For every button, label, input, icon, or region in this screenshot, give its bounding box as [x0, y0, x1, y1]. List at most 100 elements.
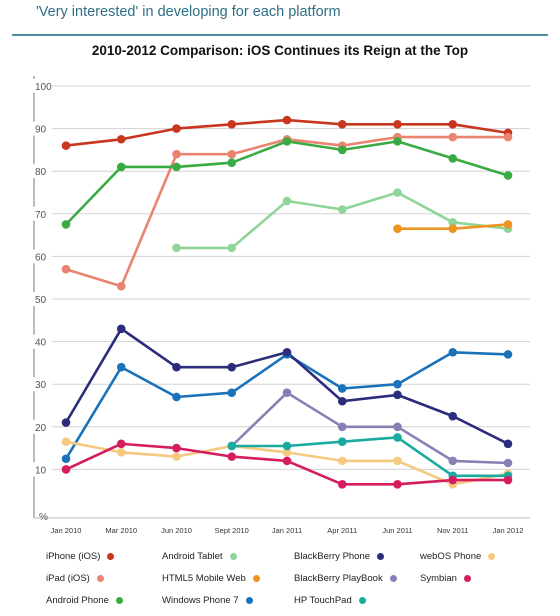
data-point: [448, 154, 458, 163]
x-tick-label: Jan 2012: [493, 526, 524, 535]
data-point: [448, 475, 458, 485]
legend-label: BlackBerry PlayBook: [294, 573, 383, 584]
data-point: [116, 324, 126, 334]
data-point: [393, 390, 402, 400]
data-point: [116, 362, 126, 372]
data-point: [116, 281, 126, 291]
series-lines: [64, 118, 510, 486]
data-point: [282, 456, 292, 466]
data-point: [282, 347, 292, 357]
data-point: [337, 396, 347, 406]
legend-label: HTML5 Mobile Web: [162, 573, 246, 584]
data-point: [337, 120, 347, 129]
legend-swatch: [96, 575, 104, 582]
y-tick-label: 50: [35, 295, 47, 306]
legend-swatch: [389, 575, 397, 582]
data-point: [337, 145, 347, 155]
data-point: [61, 454, 71, 464]
data-point: [503, 132, 513, 142]
legend-item: HTML5 Mobile Web: [162, 573, 260, 584]
data-point: [337, 205, 347, 214]
y-tick-label: 70: [35, 210, 47, 221]
data-point: [448, 456, 458, 466]
legend-label: Windows Phone 7: [162, 595, 239, 606]
data-point: [116, 439, 126, 449]
legend-item: Symbian: [420, 573, 471, 584]
data-point: [393, 188, 402, 197]
data-point: [172, 452, 181, 461]
legend-label: Symbian: [420, 573, 457, 584]
chart-title: 2010-2012 Comparison: iOS Continues its …: [91, 43, 469, 58]
legend-swatch: [488, 553, 496, 560]
data-point: [227, 388, 237, 398]
data-point: [393, 120, 402, 129]
data-point: [503, 439, 513, 449]
legend-label: HP TouchPad: [294, 595, 352, 606]
legend-swatch: [245, 597, 253, 604]
data-point: [393, 224, 402, 234]
data-point: [393, 480, 402, 489]
series-line: [230, 436, 510, 478]
data-point: [61, 264, 71, 274]
data-point: [282, 441, 292, 451]
data-point: [282, 115, 292, 125]
data-point: [172, 149, 181, 159]
data-point: [448, 347, 458, 357]
series-points: [61, 115, 513, 489]
legend-label: webOS Phone: [420, 551, 482, 562]
x-tick-label: Mar 2010: [105, 526, 137, 535]
data-point: [337, 480, 347, 489]
chart-grid: [33, 76, 530, 519]
data-point: [393, 379, 402, 389]
data-point: [116, 448, 126, 457]
y-tick-label: 100: [35, 82, 52, 93]
data-point: [448, 411, 458, 421]
legend-label: BlackBerry Phone: [294, 551, 371, 562]
y-tick-bg: [33, 292, 52, 306]
data-point: [172, 362, 181, 372]
data-point: [282, 448, 292, 457]
x-tick-label: Jun 2011: [382, 526, 412, 535]
data-point: [116, 134, 126, 144]
data-point: [448, 132, 458, 142]
data-point: [503, 171, 513, 180]
legend-item: Android Phone: [46, 595, 123, 606]
legend-swatch: [115, 597, 123, 604]
legend-swatch: [229, 553, 237, 560]
x-tick-label: Nov 2011: [437, 526, 469, 535]
data-point: [227, 149, 237, 159]
y-tick-label: 10: [35, 465, 47, 476]
y-tick-bg: [33, 121, 52, 136]
y-tick-label: 60: [35, 252, 47, 263]
y-tick-bg: [33, 206, 52, 221]
data-point: [282, 388, 292, 398]
data-point: [172, 124, 181, 133]
data-point: [116, 162, 126, 172]
data-point: [172, 443, 181, 453]
data-point: [393, 456, 402, 466]
y-tick-label: 20: [35, 423, 47, 434]
y-tick-label: 80: [35, 167, 47, 178]
data-point: [227, 243, 237, 253]
legend-item: BlackBerry Phone: [294, 551, 385, 562]
legend-item: Windows Phone 7: [162, 595, 253, 606]
data-point: [61, 418, 71, 427]
y-tick-label: 40: [35, 338, 47, 349]
series-line: [175, 191, 510, 250]
x-tick-label: Apr 2011: [327, 526, 357, 535]
legend-label: iPad (iOS): [46, 573, 90, 584]
legend-swatch: [377, 553, 385, 560]
data-point: [337, 437, 347, 447]
x-tick-label: Jun 2010: [161, 526, 192, 535]
y-tick-bg: [33, 377, 52, 392]
line-chart: 10 20 30 40 50 60 70 80 90 100 % Jan 2010 Mar 2010…: [33, 76, 530, 535]
legend-item: HP TouchPad: [294, 595, 366, 606]
legend-label: Android Phone: [46, 595, 109, 606]
series-line: [64, 140, 510, 226]
x-tick-label: Jan 2011: [272, 526, 302, 535]
data-point: [393, 137, 402, 146]
y-tick-bg: [33, 462, 52, 477]
data-point: [393, 433, 402, 442]
data-point: [61, 141, 71, 150]
data-point: [503, 475, 513, 485]
